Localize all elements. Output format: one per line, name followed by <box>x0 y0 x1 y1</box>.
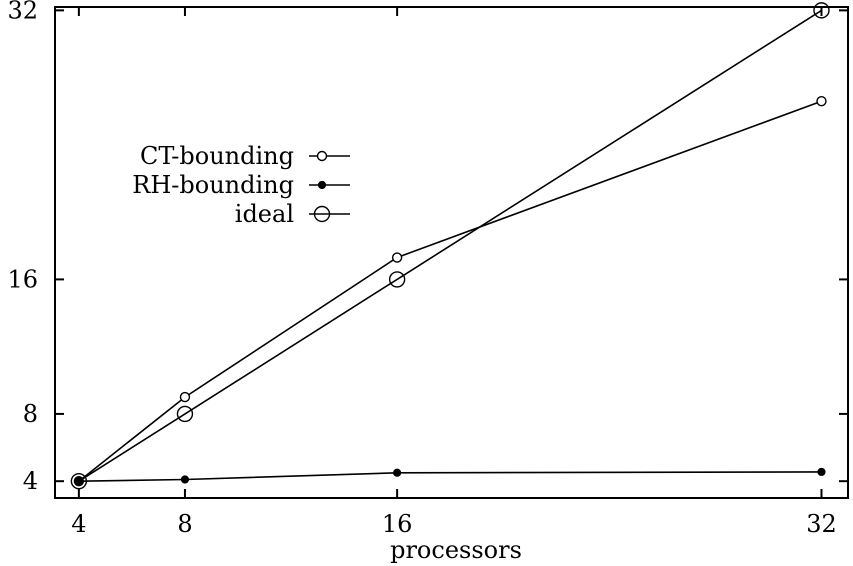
series-markers <box>70 2 830 490</box>
series-line-rh-bounding <box>78 471 822 482</box>
series-lines <box>78 9 822 482</box>
point-rh-bounding <box>180 475 190 484</box>
y-tick-label: 8 <box>23 400 38 428</box>
series-line-ideal <box>78 9 822 482</box>
point-rh-bounding <box>393 468 402 477</box>
point-ct-bounding <box>816 95 827 107</box>
legend-label-ideal: ideal <box>235 200 294 228</box>
legend-marker-rh-bounding <box>317 180 327 190</box>
legend-label-rh-bounding: RH-bounding <box>132 171 294 199</box>
x-tick-label: 16 <box>382 510 413 538</box>
legend-marker-ct-bounding <box>316 150 328 162</box>
point-ideal <box>176 405 194 423</box>
y-tick-label: 4 <box>23 467 38 495</box>
point-rh-bounding <box>74 477 83 486</box>
point-ideal <box>388 271 406 288</box>
plot-frame <box>54 6 849 499</box>
point-rh-bounding <box>817 467 826 477</box>
x-axis-label: processors <box>390 536 522 564</box>
series-line-ct-bounding <box>78 100 822 482</box>
point-ideal <box>813 2 830 19</box>
y-tick-label: 16 <box>7 265 38 293</box>
x-tick-label: 4 <box>71 510 86 538</box>
x-tick-label: 8 <box>177 510 192 538</box>
x-tick-label: 32 <box>806 510 837 538</box>
tick-marks <box>55 7 848 498</box>
legend-label-ct-bounding: CT-bounding <box>140 142 294 170</box>
point-ideal <box>70 472 88 490</box>
y-tick-label: 32 <box>7 0 38 24</box>
point-ct-bounding <box>179 391 191 403</box>
legend-marker-ideal <box>313 205 331 223</box>
point-ct-bounding <box>391 252 403 263</box>
